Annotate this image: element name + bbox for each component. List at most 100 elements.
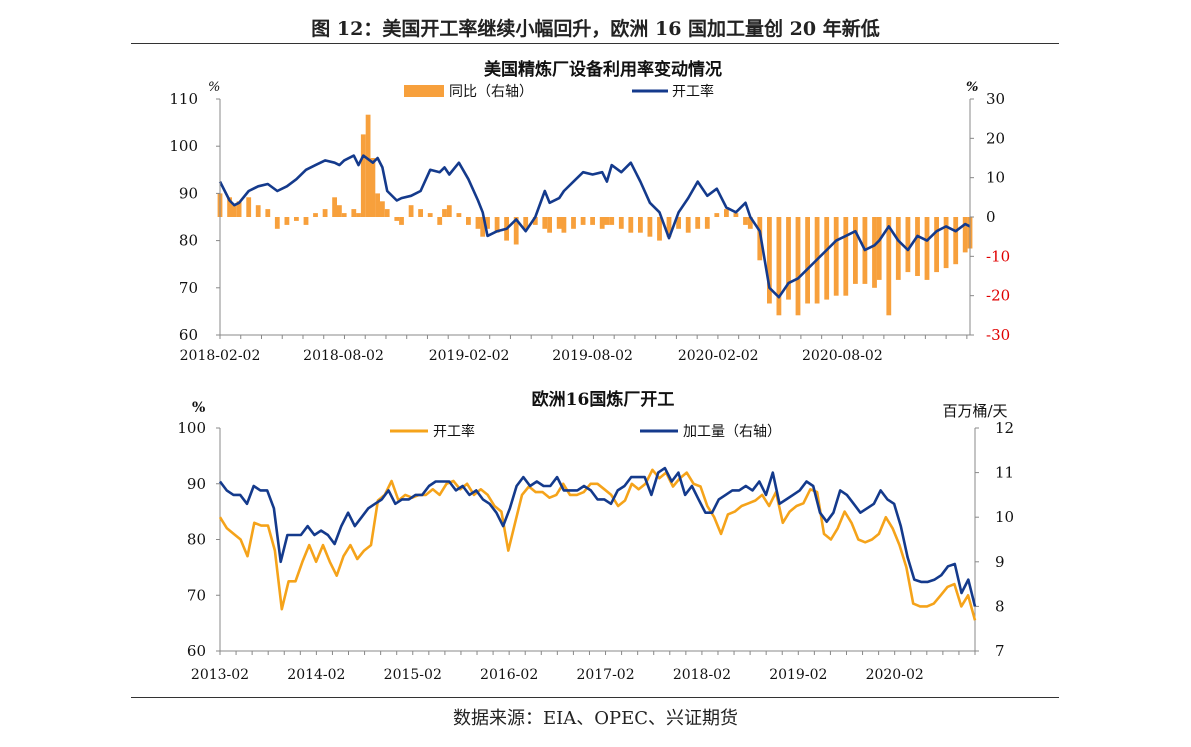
x-tick-label: 2013-02 <box>191 667 249 683</box>
europe-throughput-line <box>218 466 977 607</box>
yoy-bar <box>618 217 624 229</box>
yoy-bar <box>332 197 337 217</box>
left-tick-label: 70 <box>179 279 198 297</box>
left-tick-label: 60 <box>187 642 206 660</box>
left-tick-label: 90 <box>187 475 206 493</box>
x-tick-label: 2020-02 <box>866 667 924 683</box>
yoy-bar <box>274 217 280 229</box>
europe-utilization-line <box>218 468 977 621</box>
legend-throughput-label: 加工量（右轴） <box>683 424 781 440</box>
yoy-bar <box>853 217 858 284</box>
x-tick-label: 2018-08-02 <box>303 348 384 364</box>
bottom-divider <box>131 697 1059 698</box>
yoy-bar <box>895 217 901 280</box>
yoy-bar <box>360 134 366 217</box>
yoy-bar <box>446 205 452 217</box>
yoy-bar <box>590 217 595 225</box>
yoy-bar <box>456 213 462 217</box>
legend-bar-label: 同比（右轴） <box>449 84 533 100</box>
yoy-bar <box>943 217 949 269</box>
yoy-bar <box>776 217 782 316</box>
x-tick-label: 2017-02 <box>576 667 634 683</box>
yoy-bar <box>571 217 576 229</box>
right-tick-label: 8 <box>995 597 1005 615</box>
yoy-bar <box>843 217 849 296</box>
right-tick-label: -30 <box>986 326 1010 344</box>
yoy-bar <box>337 205 342 217</box>
yoy-bar <box>953 217 959 265</box>
yoy-bar <box>934 217 939 273</box>
right-tick-label: 12 <box>995 419 1014 437</box>
yoy-bar <box>747 217 753 229</box>
right-tick-label: 9 <box>995 553 1005 571</box>
yoy-bar <box>494 217 500 233</box>
top-divider <box>131 43 1059 44</box>
right-tick-label: -10 <box>986 247 1010 265</box>
yoy-bar <box>442 209 447 217</box>
left-tick-label: 110 <box>169 90 198 108</box>
yoy-bar <box>466 217 471 225</box>
yoy-bar <box>322 209 328 217</box>
yoy-bar <box>480 217 486 237</box>
yoy-bar <box>356 213 361 217</box>
yoy-bar <box>231 205 237 217</box>
yoy-bar <box>915 217 920 276</box>
right-tick-label: 30 <box>986 90 1005 108</box>
yoy-bar <box>394 217 400 221</box>
yoy-bar <box>547 217 552 233</box>
chart1-left-unit: % <box>208 80 220 95</box>
x-tick-label: 2018-02-02 <box>180 348 261 364</box>
chart2-right-unit: 百万桶/天 <box>942 402 1007 420</box>
yoy-bar <box>370 158 376 217</box>
yoy-bar <box>556 217 562 229</box>
yoy-bar <box>724 209 729 217</box>
yoy-bar <box>384 209 390 217</box>
legend-util-label: 开工率 <box>433 423 475 440</box>
x-tick-label: 2018-02 <box>673 667 731 683</box>
yoy-bar <box>236 201 242 217</box>
yoy-bar <box>657 217 662 241</box>
yoy-bar <box>685 217 691 233</box>
yoy-bar <box>833 217 839 296</box>
yoy-bar <box>227 197 232 217</box>
figure-title: 图 12：美国开工率继续小幅回升，欧洲 16 国加工量创 20 年新低 <box>311 18 880 40</box>
chart1-title: 美国精炼厂设备利用率变动情况 <box>484 59 722 80</box>
yoy-bar <box>532 217 538 225</box>
yoy-bar <box>255 205 261 217</box>
yoy-bar <box>609 217 615 225</box>
yoy-bar <box>824 217 830 300</box>
yoy-bar <box>437 217 443 225</box>
yoy-bar <box>924 217 930 280</box>
yoy-bar <box>341 213 347 217</box>
yoy-bar <box>375 193 380 217</box>
source-note: 数据来源：EIA、OPEC、兴证期货 <box>452 708 739 729</box>
yoy-bar <box>408 205 414 217</box>
left-tick-label: 90 <box>179 184 198 202</box>
right-tick-label: 20 <box>986 129 1005 147</box>
yoy-bar <box>365 114 371 217</box>
yoy-bar <box>599 217 605 229</box>
x-tick-label: 2014-02 <box>287 667 345 683</box>
x-tick-label: 2020-08-02 <box>802 348 883 364</box>
yoy-bar <box>676 217 681 229</box>
yoy-bar <box>886 217 892 316</box>
yoy-bar <box>638 217 643 233</box>
yoy-bar <box>427 213 433 217</box>
x-tick-label: 2020-02-02 <box>678 348 759 364</box>
yoy-bar <box>604 217 610 225</box>
yoy-bar <box>284 217 290 225</box>
yoy-bar <box>246 197 252 217</box>
yoy-bar <box>666 217 672 237</box>
yoy-bar <box>418 209 423 217</box>
yoy-bar <box>714 213 720 217</box>
chart2-title: 欧洲16国炼厂开工 <box>532 389 675 410</box>
yoy-bar <box>561 217 567 233</box>
yoy-bar <box>786 217 791 300</box>
yoy-bar <box>475 217 481 229</box>
right-tick-label: -20 <box>986 287 1010 305</box>
yoy-bar <box>647 217 653 237</box>
right-tick-label: 7 <box>995 642 1005 660</box>
legend-line-label: 开工率 <box>672 83 714 100</box>
yoy-bar <box>704 217 710 229</box>
right-tick-label: 11 <box>995 464 1014 482</box>
